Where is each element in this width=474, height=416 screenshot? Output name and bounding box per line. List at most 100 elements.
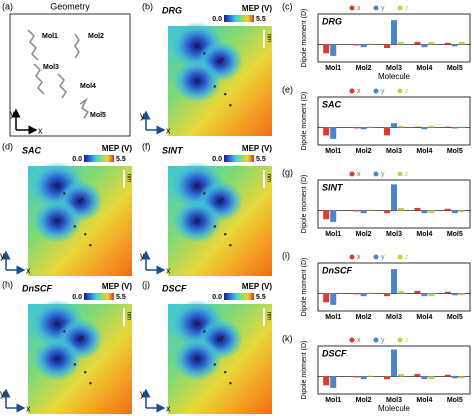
colorbar [224,293,254,300]
method-name: DSCF [162,283,187,293]
atom-dot [63,192,66,195]
panel-label: (j) [142,279,150,289]
atom-dot [229,244,232,247]
legend-label: z [405,254,409,261]
bar [398,41,404,45]
molecule-label: Mol3 [43,64,59,71]
axis-label: y [0,388,5,398]
colorbar-max: 5.5 [116,156,126,163]
bar [384,44,390,49]
atom-dot [89,382,92,385]
bar [353,376,360,378]
x-tick-label: Mol1 [325,231,341,238]
axis-label: x [26,265,31,275]
bar [353,210,360,212]
method-name: SAC [22,145,42,155]
y-axis-title: Dipole moment (D) [301,9,308,68]
atom-dot [213,85,216,88]
method-name: SINT [322,182,344,192]
axis-label: x [38,125,43,135]
axis-label: x [166,125,171,135]
legend-marker [397,5,403,11]
legend-marker [349,254,355,260]
bar [330,210,337,222]
colorbar [84,155,114,162]
bar [360,376,367,380]
legend-label: x [357,254,361,261]
bar [421,210,428,214]
bar [323,44,330,54]
x-tick-label: Mol5 [447,231,463,238]
atom-dot [220,335,224,339]
x-tick-label: Mol1 [325,397,341,404]
plot-frame [317,345,471,395]
bar [391,184,397,211]
bar [360,293,367,297]
panel-label: (c) [282,1,293,11]
bar [458,210,465,213]
bar [421,293,428,297]
legend-label: z [405,171,409,178]
x-tick-label: Mol1 [325,314,341,321]
bar [428,293,435,297]
bar [398,207,404,211]
legend-label: z [405,5,409,12]
plot-frame [317,13,471,63]
axis-label: y [140,388,145,398]
method-name: SINT [162,145,184,155]
bar [428,210,435,214]
legend-label: x [357,171,361,178]
bar [353,127,360,129]
colorbar [224,155,254,162]
axis-label: y [140,110,145,120]
bar [384,293,390,297]
atom-dot [220,197,224,201]
bar [323,293,330,303]
atom-dot [229,104,232,107]
x-tick-label: Mol3 [386,231,402,238]
colorbar-max: 5.5 [256,294,266,301]
legend-marker [349,171,355,177]
bar [330,44,337,56]
x-tick-label: Mol2 [356,397,372,404]
legend-label: y [381,88,385,95]
legend-label: z [405,337,409,344]
bar [360,44,367,48]
x-axis-title: Molecule [378,72,411,81]
method-name: DRG [162,5,182,15]
x-axis-title: Molecule [378,404,411,413]
geometry-frame [9,13,131,137]
atom-dot [203,330,206,333]
bar [323,210,330,220]
scale-bar-label: nm [125,312,131,320]
bar [391,349,397,377]
mep-well [172,337,222,381]
atom-dot [73,225,77,228]
x-tick-label: Mol3 [386,397,402,404]
panel-label: (g) [282,167,293,177]
bar [398,373,404,377]
bar [391,269,397,294]
atom-dot [224,371,227,374]
atom-dot [84,233,87,236]
bar [391,20,397,45]
legend-marker [397,254,403,260]
colorbar-min: 0.0 [212,294,222,301]
bar [367,209,374,211]
panel-label: (i) [282,250,290,260]
colorbar-min: 0.0 [212,156,222,163]
bar [428,376,435,380]
colorbar-title: MEP (V) [102,282,132,291]
bar [458,126,465,128]
bar [398,290,404,294]
colorbar [224,15,254,22]
atom-dot [84,371,87,374]
x-tick-label: Mol4 [416,231,432,238]
bar [330,376,337,388]
bar [353,44,360,46]
bar [451,293,458,296]
bar [451,44,458,47]
panel-label: (d) [2,141,13,151]
legend-marker [373,254,379,260]
atom-dot [224,233,227,236]
